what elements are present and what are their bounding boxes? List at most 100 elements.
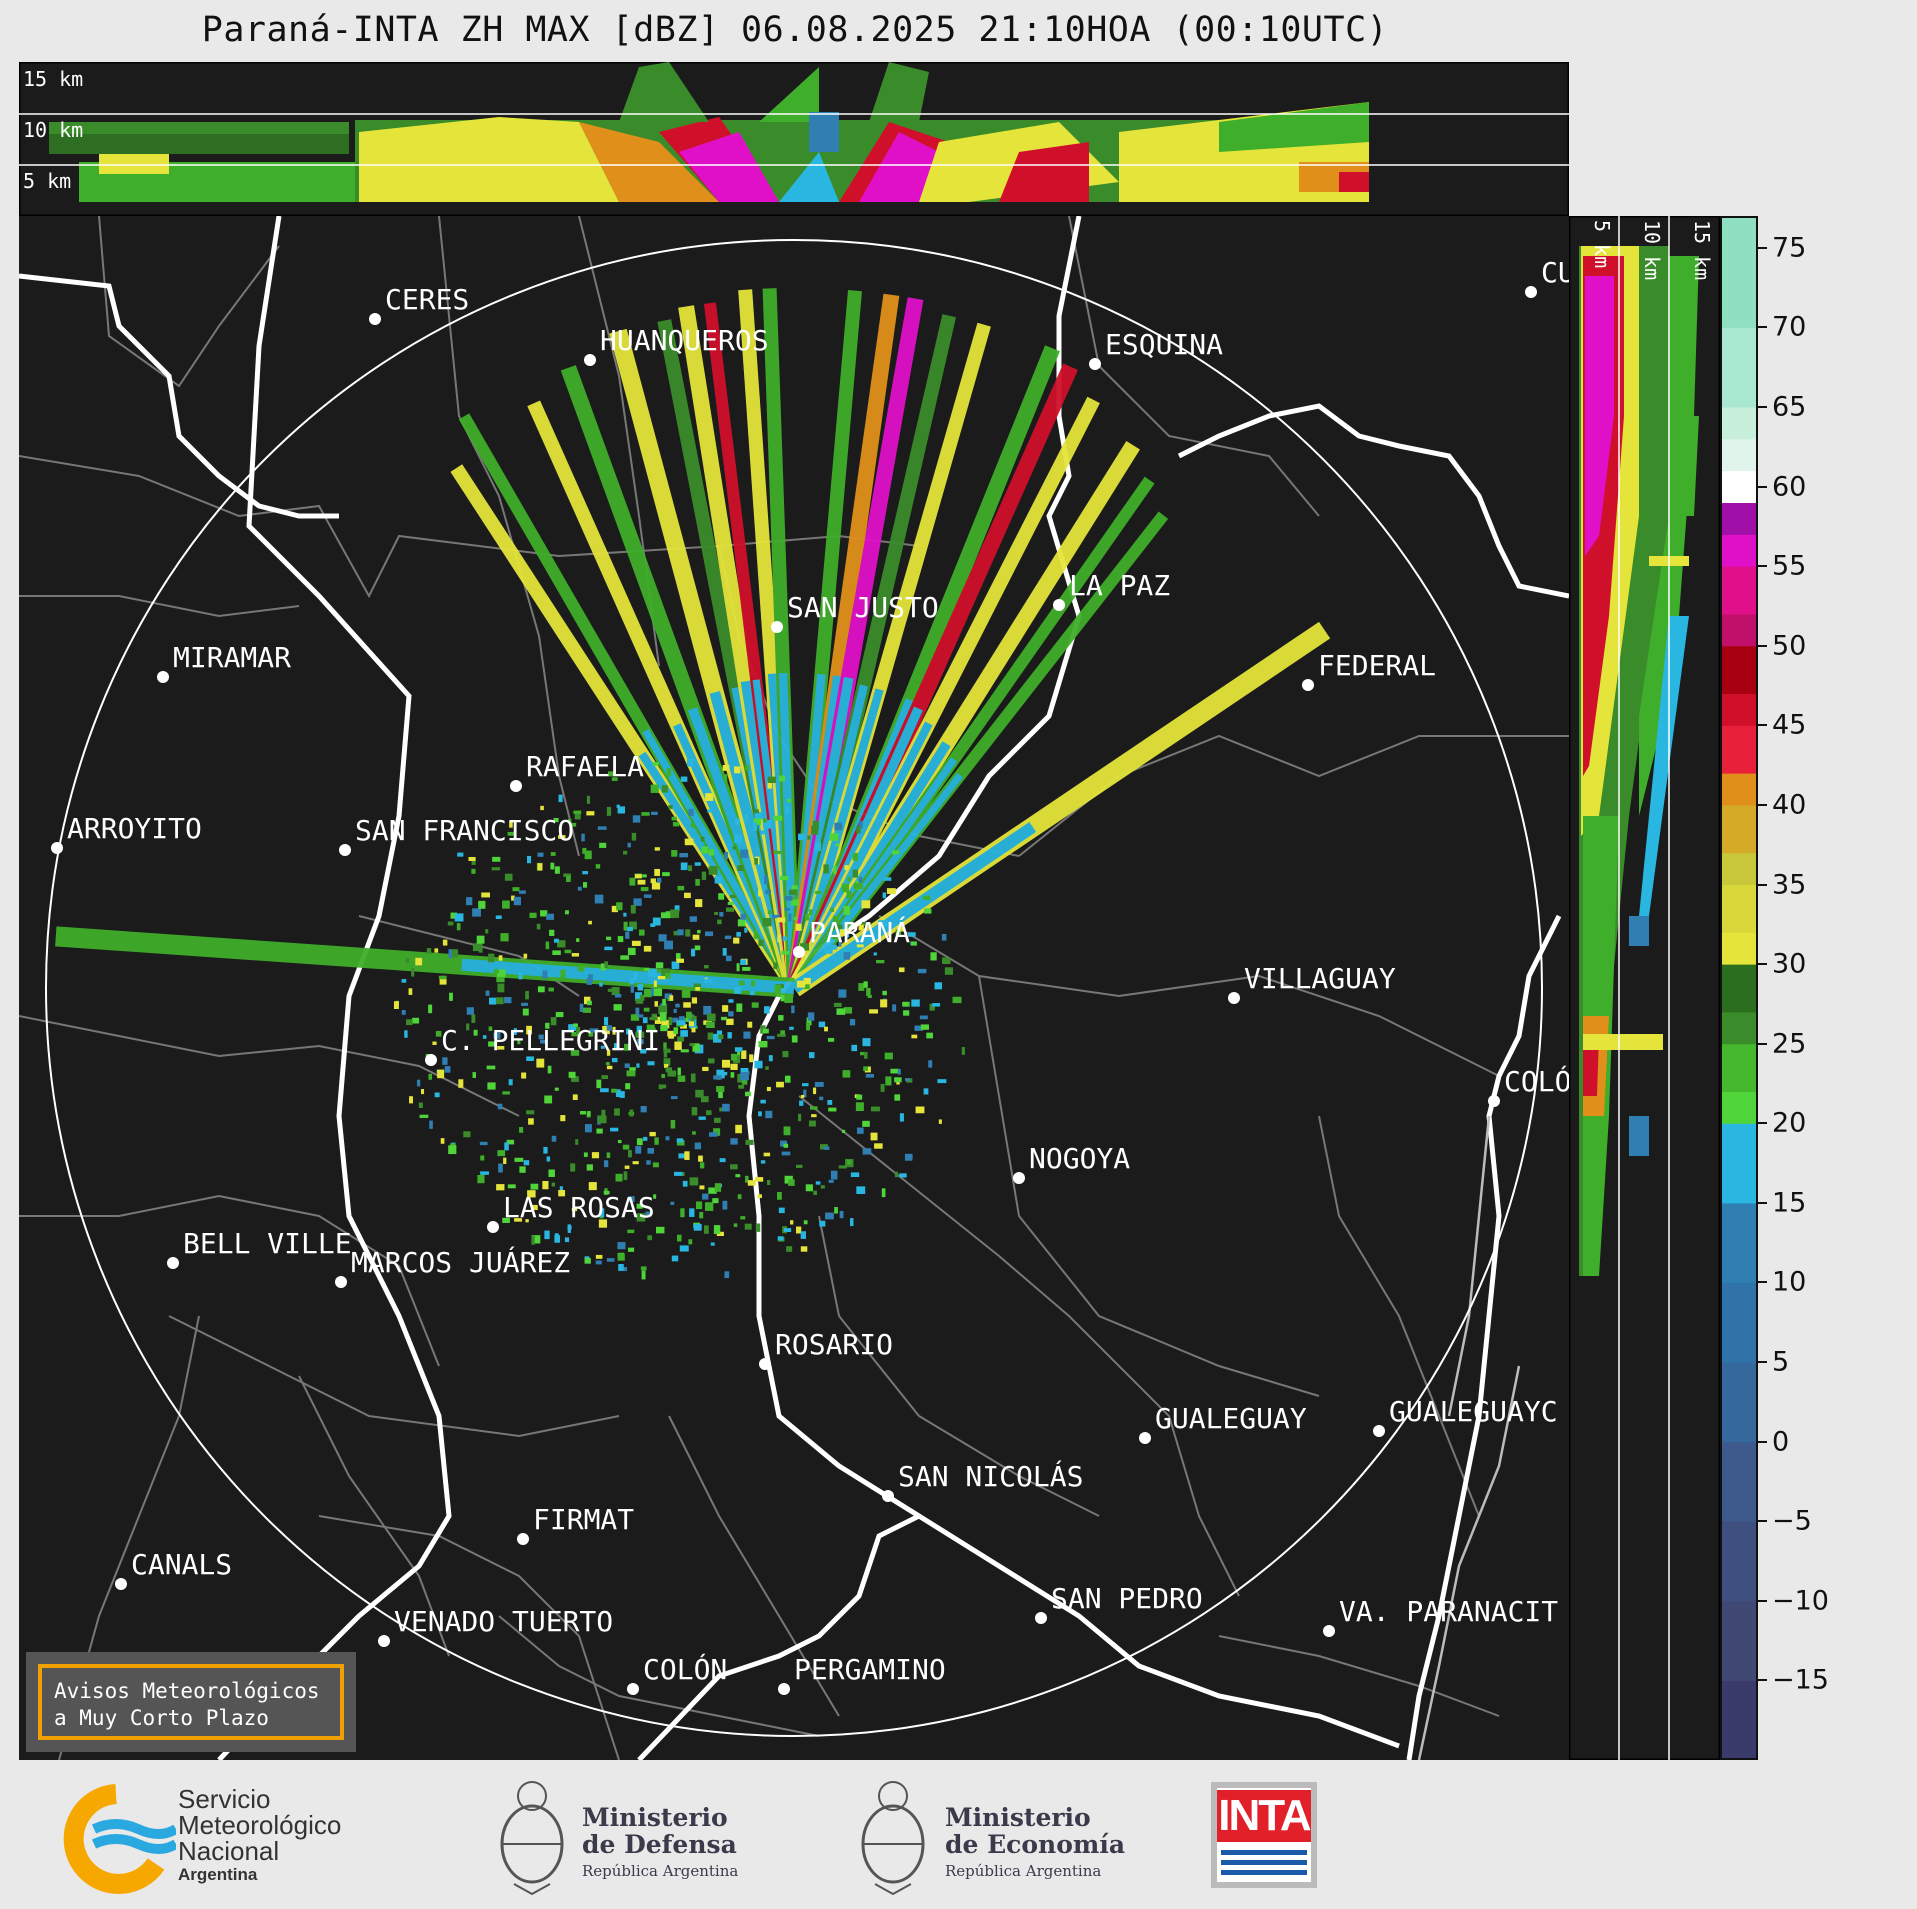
radar-clutter-pixel — [824, 1026, 828, 1032]
radar-clutter-pixel — [942, 957, 951, 965]
radar-clutter-pixel — [835, 843, 840, 847]
radar-clutter-pixel — [654, 1137, 659, 1145]
colorbar-band — [1720, 1600, 1758, 1681]
radar-clutter-pixel — [550, 862, 555, 870]
radar-clutter-pixel — [694, 1142, 702, 1150]
radar-clutter-pixel — [571, 822, 577, 827]
radar-clutter-pixel — [862, 1038, 871, 1047]
radar-clutter-pixel — [807, 835, 811, 840]
radar-clutter-pixel — [883, 877, 892, 881]
radar-clutter-pixel — [641, 1270, 646, 1280]
radar-clutter-pixel — [661, 785, 668, 793]
colorbar-tick-mark — [1758, 1042, 1767, 1045]
radar-clutter-pixel — [491, 867, 501, 871]
radar-clutter-pixel — [784, 895, 793, 901]
radar-clutter-pixel — [662, 872, 670, 877]
city-label: MARCOS JUÁREZ — [351, 1245, 570, 1279]
radar-clutter-pixel — [509, 820, 513, 828]
radar-clutter-pixel — [640, 1266, 647, 1271]
radar-clutter-pixel — [753, 822, 758, 831]
radar-clutter-pixel — [630, 984, 635, 993]
radar-clutter-pixel — [607, 771, 615, 777]
defensa-line-1: Ministerio — [582, 1803, 728, 1832]
radar-clutter-pixel — [500, 933, 509, 942]
radar-clutter-pixel — [680, 1030, 688, 1037]
radar-clutter-pixel — [777, 1033, 786, 1037]
radar-clutter-pixel — [712, 1198, 719, 1204]
department-borders — [18, 215, 1569, 1761]
radar-clutter-pixel — [517, 1040, 521, 1045]
radar-clutter-pixel — [934, 982, 943, 990]
colorbar-tick-mark — [1758, 963, 1767, 966]
colorbar-tick-label: 10 — [1772, 1266, 1807, 1298]
radar-clutter-pixel — [623, 850, 628, 855]
radar-clutter-pixel — [623, 1171, 628, 1181]
city-label: SAN FRANCISCO — [355, 814, 574, 847]
radar-clutter-pixel — [567, 1224, 571, 1233]
radar-clutter-pixel — [568, 1024, 577, 1031]
radar-clutter-pixel — [730, 1063, 738, 1070]
colorbar-band — [1720, 645, 1758, 695]
radar-clutter-pixel — [540, 805, 544, 811]
radar-clutter-pixel — [598, 1219, 608, 1228]
radar-clutter-pixel — [703, 1225, 709, 1234]
radar-clutter-pixel — [763, 1006, 770, 1014]
colorbar-tick-mark — [1758, 246, 1767, 249]
radar-clutter-pixel — [663, 1052, 668, 1058]
radar-clutter-pixel — [544, 1095, 553, 1104]
colorbar-band — [1720, 804, 1758, 854]
city-dot — [1323, 1625, 1335, 1637]
radar-clutter-pixel — [802, 1083, 809, 1087]
colorbar-tick-label: 35 — [1772, 869, 1807, 901]
radar-clutter-pixel — [930, 952, 937, 961]
radar-clutter-pixel — [928, 1060, 933, 1068]
radar-clutter-pixel — [858, 983, 865, 991]
economia-logo: Ministerio de Economía República Argenti… — [855, 1774, 1125, 1899]
radar-clutter-pixel — [658, 1005, 668, 1014]
radar-clutter-pixel — [856, 1127, 864, 1134]
radar-clutter-pixel — [730, 1072, 735, 1078]
radar-clutter-pixel — [785, 805, 789, 814]
radar-clutter-pixel — [952, 996, 962, 1004]
radar-clutter-pixel — [670, 1201, 675, 1205]
radar-clutter-pixel — [694, 945, 701, 951]
radar-clutter-pixel — [693, 1223, 702, 1231]
radar-clutter-pixel — [861, 900, 871, 909]
colorbar-tick-mark — [1758, 883, 1767, 886]
radar-clutter-pixel — [471, 858, 476, 865]
radar-clutter-pixel — [725, 955, 732, 962]
radar-clutter-pixel — [599, 842, 607, 848]
city-label: COLÓN — [643, 1652, 727, 1686]
radar-clutter-pixel — [795, 1164, 803, 1168]
radar-clutter-pixel — [529, 912, 537, 919]
radar-clutter-pixel — [588, 920, 592, 925]
radar-clutter-pixel — [584, 1258, 591, 1264]
radar-clutter-pixel — [760, 1099, 766, 1104]
radar-clutter-pixel — [554, 1235, 561, 1243]
radar-clutter-pixel — [626, 1070, 636, 1077]
radar-clutter-pixel — [643, 1007, 650, 1012]
radar-clutter-pixel — [606, 1152, 611, 1158]
radar-clutter-pixel — [758, 1111, 762, 1117]
radar-clutter-pixel — [813, 1190, 817, 1195]
radar-clutter-pixel — [688, 808, 694, 816]
radar-clutter-pixel — [552, 950, 561, 956]
radar-clutter-pixel — [780, 1030, 785, 1035]
radar-clutter-pixel — [601, 1075, 608, 1080]
radar-clutter-pixel — [421, 1089, 425, 1095]
radar-clutter-pixel — [862, 1148, 872, 1155]
radar-clutter-pixel — [924, 908, 932, 914]
radar-clutter-pixel — [610, 1127, 619, 1132]
radar-clutter-pixel — [576, 938, 580, 942]
radar-clutter-pixel — [530, 1183, 539, 1190]
radar-clutter-pixel — [550, 1017, 557, 1026]
radar-clutter-pixel — [708, 1058, 715, 1064]
radar-clutter-pixel — [677, 1067, 681, 1076]
radar-clutter-pixel — [660, 1025, 668, 1032]
radar-clutter-pixel — [681, 1172, 685, 1176]
radar-clutter-pixel — [740, 959, 747, 965]
radar-clutter-pixel — [601, 1109, 606, 1119]
radar-clutter-pixel — [498, 955, 503, 961]
smn-line-1: Servicio — [178, 1784, 271, 1814]
radar-map[interactable]: CERES HUANQUEROS ESQUINA CU SAN JUSTO LA PAZ M… — [18, 215, 1575, 1762]
